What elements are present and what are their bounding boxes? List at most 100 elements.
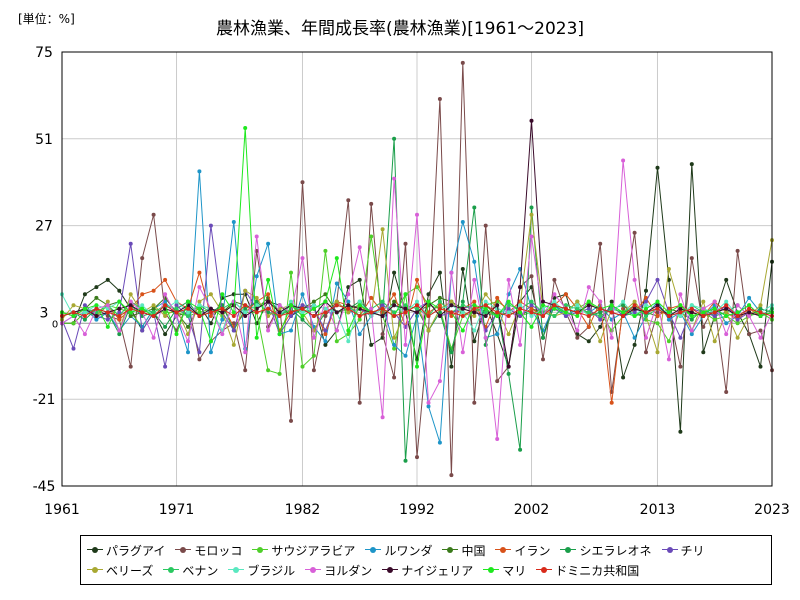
data-point <box>300 256 305 261</box>
legend-item: シエラレオネ <box>560 540 652 560</box>
data-point <box>117 332 122 337</box>
data-point <box>632 299 637 304</box>
data-point <box>575 314 580 318</box>
data-point <box>678 314 683 318</box>
legend: パラグアイ モロッコ サウジアラビア ルワンダ 中国 イラン シエラレオネ チリ ベリーズ ベナン… <box>80 535 772 585</box>
data-point <box>529 274 534 279</box>
data-point <box>529 303 534 308</box>
data-point <box>163 332 168 337</box>
data-point <box>117 310 122 315</box>
data-point <box>117 328 122 333</box>
data-point <box>266 292 271 297</box>
data-point <box>541 314 545 318</box>
data-point <box>289 299 293 304</box>
data-point <box>243 303 248 308</box>
data-point <box>426 328 431 333</box>
data-point <box>689 303 694 308</box>
y-axis-ticks: 75 51 27 3 -21 -45 0 <box>33 45 59 495</box>
data-point <box>701 306 706 311</box>
data-point <box>105 303 110 308</box>
legend-label: サウジアラビア <box>271 543 356 558</box>
data-point <box>323 342 328 347</box>
data-point <box>426 310 431 315</box>
data-point <box>575 335 580 340</box>
data-point <box>163 303 168 308</box>
data-point <box>128 364 133 369</box>
data-point <box>151 212 156 217</box>
data-point <box>71 310 76 315</box>
legend-item: ルワンダ <box>365 540 432 560</box>
data-point <box>94 285 99 290</box>
data-point <box>380 299 385 304</box>
data-point <box>128 241 133 246</box>
data-point <box>586 303 591 308</box>
legend-label: ナイジェリア <box>401 563 474 578</box>
data-point <box>323 314 328 318</box>
data-point <box>689 317 694 322</box>
data-point <box>140 292 145 297</box>
data-point <box>415 364 419 369</box>
data-point <box>369 310 374 315</box>
data-point <box>472 277 477 282</box>
data-point <box>323 248 328 253</box>
data-point <box>472 400 477 405</box>
legend-swatch <box>495 545 512 555</box>
data-point <box>311 299 316 304</box>
data-point <box>541 299 545 304</box>
data-point <box>449 314 454 318</box>
data-point <box>403 241 408 246</box>
data-point <box>689 306 694 311</box>
data-point <box>380 227 385 232</box>
data-point <box>346 303 351 308</box>
data-point <box>483 306 488 311</box>
data-point <box>529 118 534 123</box>
data-point <box>586 285 591 290</box>
data-point <box>392 346 397 351</box>
data-point <box>323 306 328 311</box>
legend-item: モロッコ <box>175 540 242 560</box>
data-point <box>655 350 660 355</box>
data-point <box>334 256 339 261</box>
data-point <box>117 314 122 318</box>
data-point <box>724 306 729 311</box>
data-point <box>254 299 259 304</box>
data-point <box>632 230 637 235</box>
data-point <box>403 306 408 311</box>
data-point <box>186 306 190 311</box>
legend-swatch <box>483 565 500 575</box>
data-point <box>758 335 763 340</box>
data-point <box>208 339 213 344</box>
data-point <box>380 303 385 308</box>
data-point <box>186 314 190 318</box>
data-point <box>483 292 488 297</box>
data-point <box>163 324 168 329</box>
data-point <box>140 256 145 261</box>
data-point <box>689 256 694 261</box>
data-point <box>163 310 168 315</box>
data-point <box>655 303 660 308</box>
legend-swatch <box>163 565 180 575</box>
data-point <box>666 339 671 344</box>
data-point <box>621 375 626 380</box>
data-point <box>186 310 190 315</box>
data-point <box>140 310 145 315</box>
legend-item: ブラジル <box>228 560 295 580</box>
data-point <box>575 310 580 315</box>
data-point <box>231 299 236 304</box>
data-point <box>678 303 683 308</box>
data-point <box>334 328 339 333</box>
data-point <box>598 299 603 304</box>
data-point <box>186 339 190 344</box>
data-point <box>449 310 454 315</box>
data-point <box>151 314 156 318</box>
data-point <box>586 324 591 329</box>
data-point <box>449 299 454 304</box>
data-point <box>323 332 328 337</box>
data-point <box>82 306 87 311</box>
data-point <box>701 314 706 318</box>
data-point <box>208 350 213 355</box>
legend-swatch <box>661 545 678 555</box>
data-point <box>541 357 545 362</box>
data-point <box>758 328 763 333</box>
data-point <box>449 364 454 369</box>
